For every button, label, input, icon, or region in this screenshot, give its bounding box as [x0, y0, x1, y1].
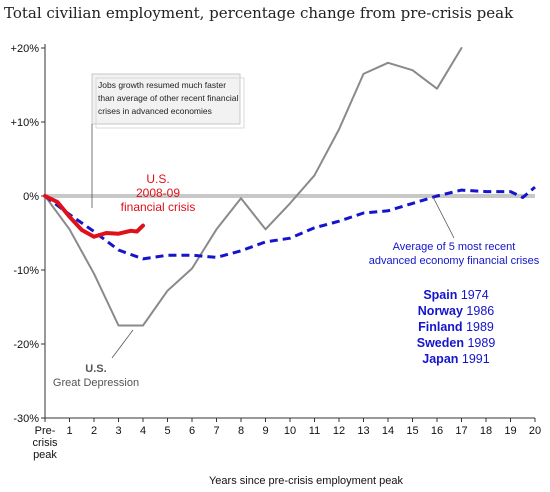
series-line-great-depression: [44, 47, 463, 327]
us-2008-label: U.S.: [146, 172, 169, 186]
y-tick-label: -30%: [13, 413, 39, 425]
x-tick-label: 3: [115, 425, 121, 437]
chart-title: Total civilian employment, percentage ch…: [4, 4, 514, 22]
series-lines: [43, 47, 536, 327]
x-tick-label: 13: [357, 425, 369, 437]
x-tick-label: 18: [480, 425, 492, 437]
x-tick-label: 17: [455, 425, 467, 437]
country-label: Sweden 1989: [417, 336, 496, 350]
x-tick-label: 2: [91, 425, 97, 437]
callout-box: [91, 73, 241, 125]
callout-shadow: [95, 77, 245, 129]
country-label: Finland 1989: [418, 320, 494, 334]
great-depression-label: Great Depression: [53, 377, 139, 389]
x-tick-label: 1: [66, 425, 72, 437]
x-tick-label: 11: [309, 425, 320, 437]
great-depression-label-pointer: [111, 329, 134, 359]
us-2008-label: financial crisis: [121, 200, 196, 214]
x-tick-label: 5: [164, 425, 170, 437]
x-tick-label: 7: [213, 425, 219, 437]
callout-text: crises in advanced economies: [98, 106, 212, 116]
x-tick-label: 15: [406, 425, 418, 437]
us-2008-label: 2008-09: [136, 186, 180, 200]
great-depression-label: U.S.: [85, 363, 106, 375]
country-label: Norway 1986: [418, 304, 494, 318]
y-tick-label: 0%: [23, 191, 39, 203]
country-label: Japan 1991: [422, 352, 489, 366]
x-tick-label: 14: [382, 425, 394, 437]
x-tick-label: 12: [333, 425, 345, 437]
average-label-pointer: [432, 196, 455, 239]
average-label: Average of 5 most recent: [393, 241, 516, 253]
x-tick-label: 16: [431, 425, 443, 437]
x-tick-label: 9: [262, 425, 268, 437]
x-tick-label: 6: [189, 425, 195, 437]
average-label: advanced economy financial crises: [369, 255, 540, 267]
x-axis-label: Years since pre-crisis employment peak: [209, 475, 404, 487]
callout-text: Jobs growth resumed much faster: [98, 80, 226, 90]
x-tick-label: 19: [504, 425, 516, 437]
x-tick-label: 8: [238, 425, 244, 437]
country-label: Spain 1974: [423, 288, 488, 302]
callout-text: than average of other recent financial: [98, 93, 238, 103]
x-tick-label: 20: [529, 425, 541, 437]
series-line-us-2008: [43, 194, 145, 239]
y-tick-label: -10%: [13, 265, 39, 277]
x-tick-label: 10: [284, 425, 296, 437]
callout-annotation: Jobs growth resumed much faster than aver…: [91, 73, 245, 208]
x-tick-label: Pre-crisis peak: [32, 425, 58, 461]
y-tick-label: +20%: [11, 43, 40, 55]
y-tick-label: +10%: [11, 117, 40, 129]
y-tick-label: -20%: [13, 339, 39, 351]
series-line-average-5-crises: [44, 185, 536, 261]
x-tick-label: 4: [140, 425, 146, 437]
